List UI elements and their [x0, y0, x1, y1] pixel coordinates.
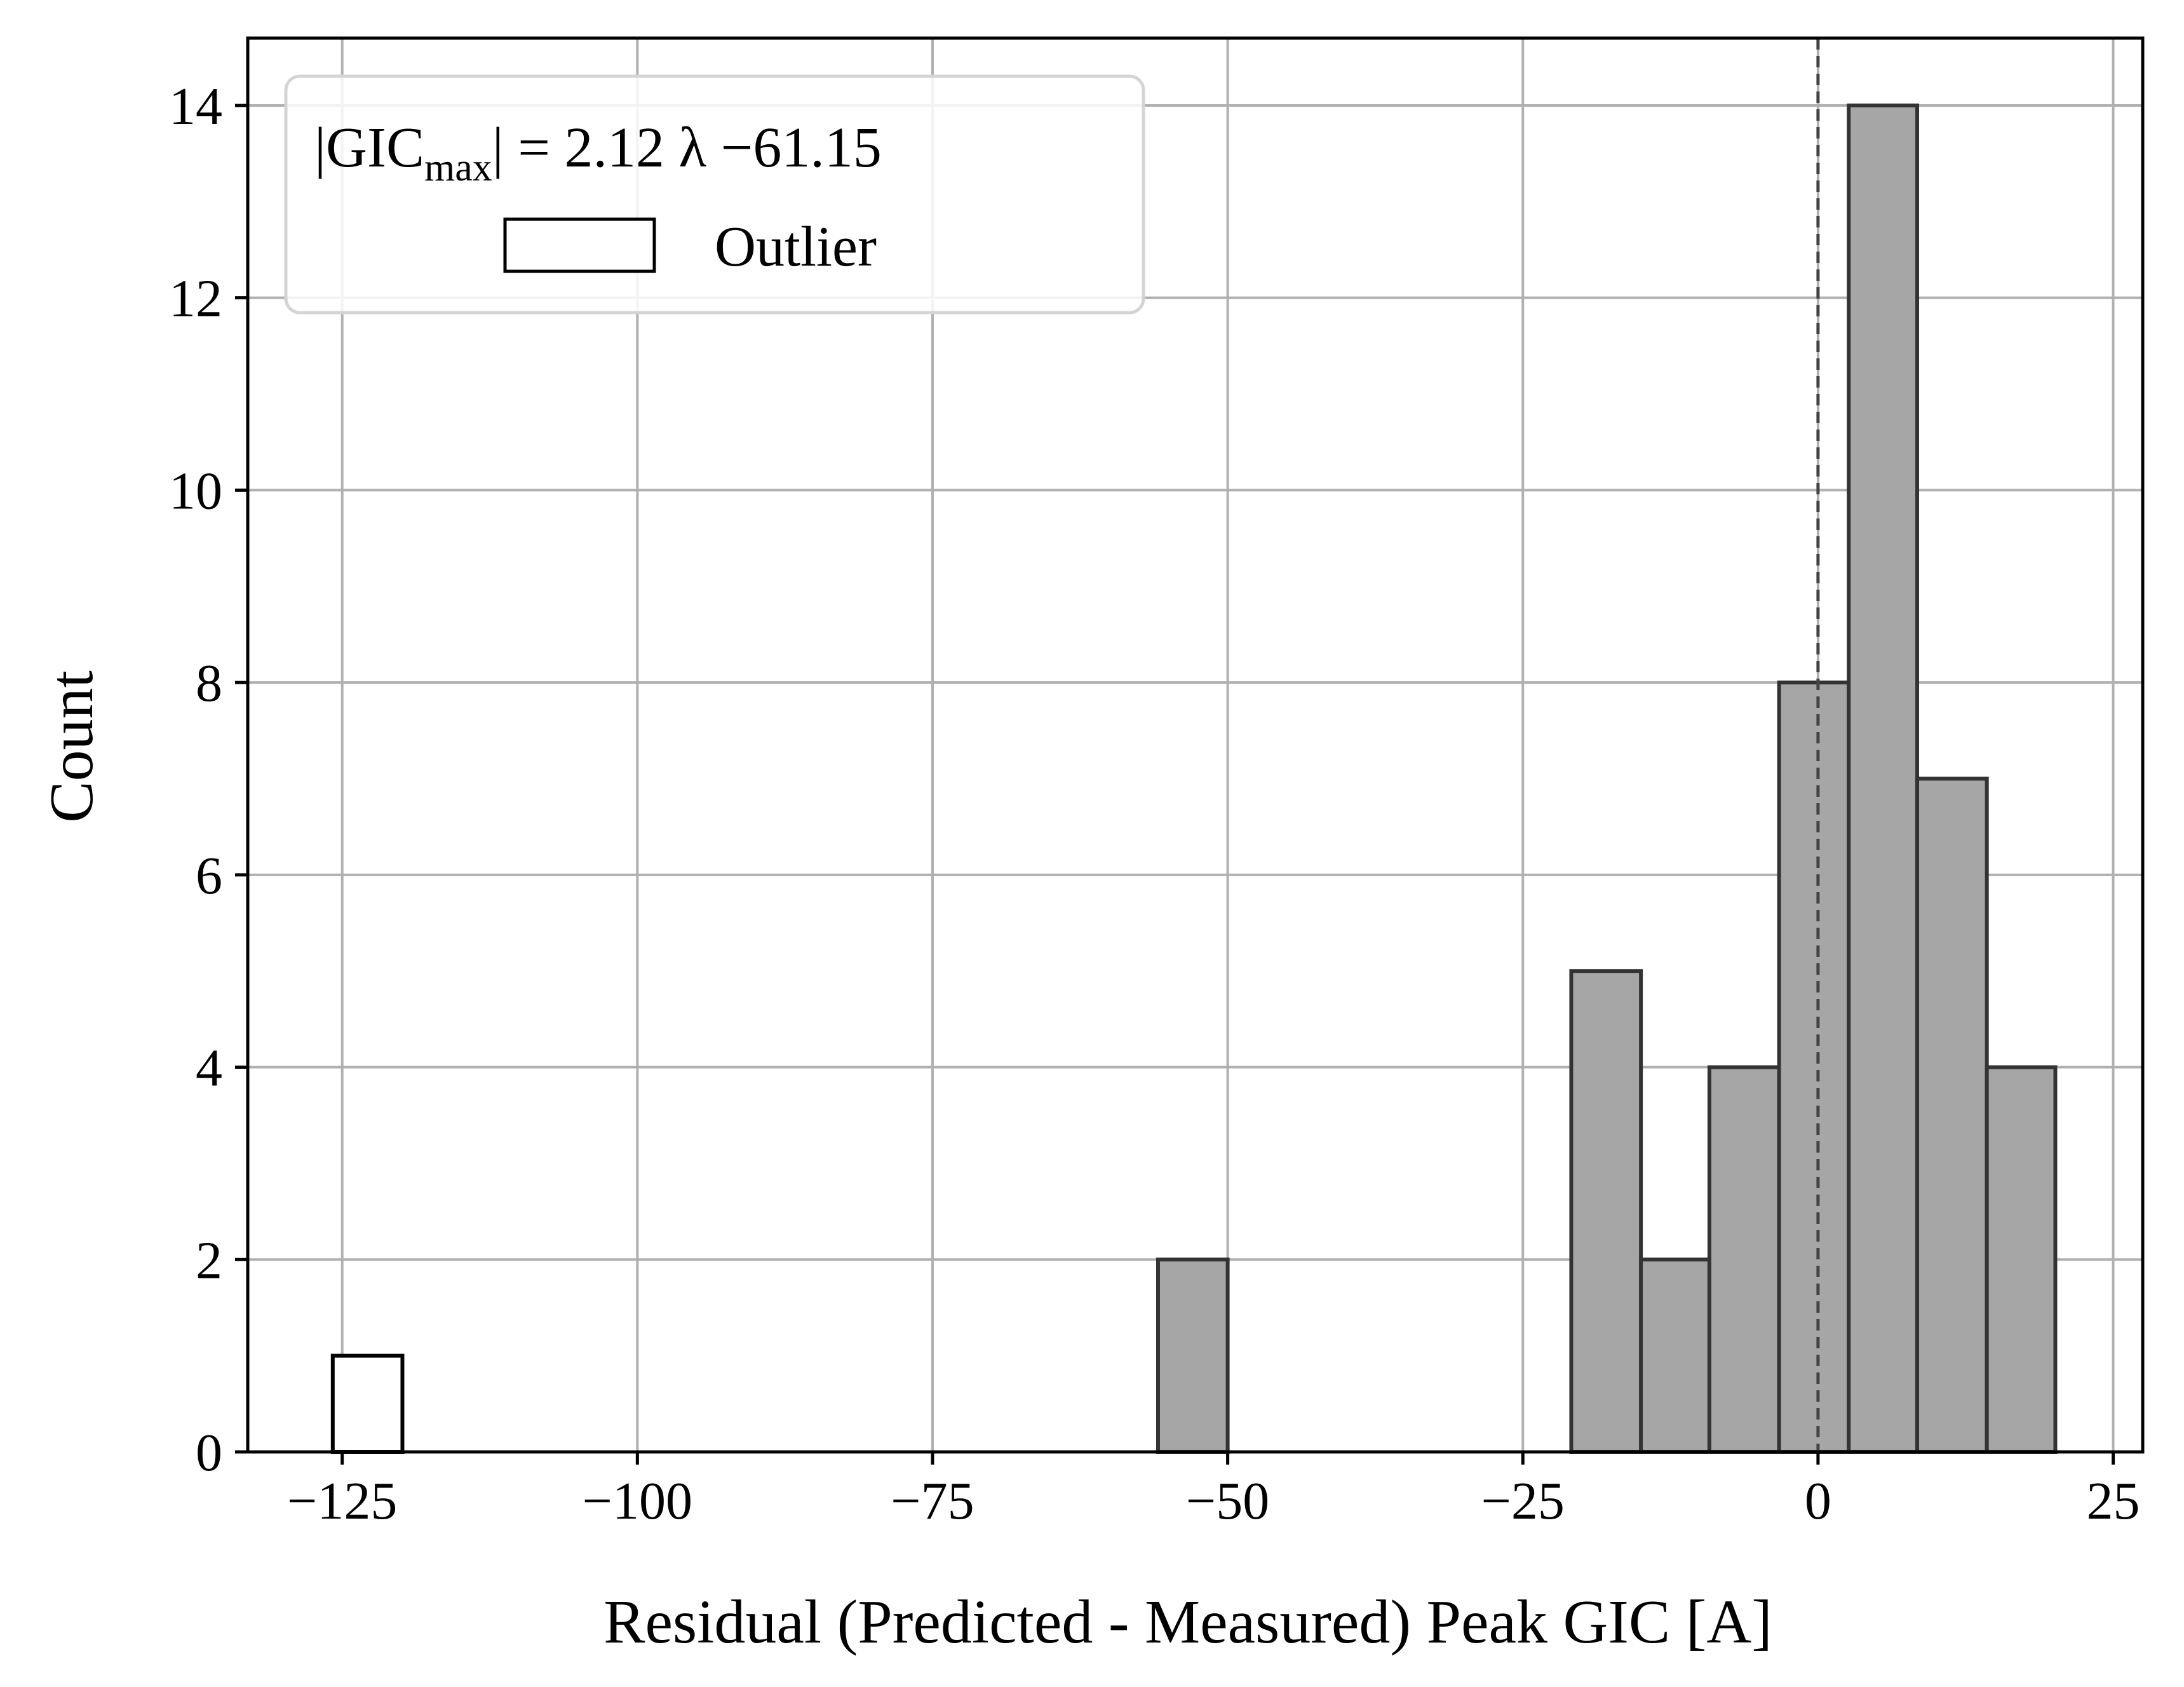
histogram-bar-0 [1156, 1257, 1230, 1454]
x-tick-label-3: −50 [1186, 1472, 1269, 1531]
x-tick-label-4: −25 [1481, 1472, 1565, 1531]
histogram-bar-3 [1707, 1065, 1781, 1454]
legend-outlier-swatch [503, 217, 656, 273]
y-tick-label-0: 0 [196, 1423, 222, 1482]
y-tick-label-1: 2 [196, 1231, 222, 1290]
legend-equation: |GICmax| = 2.12 λ −61.15 [314, 116, 882, 189]
y-tick-label-3: 6 [196, 846, 222, 905]
histogram-bar-1 [1569, 969, 1643, 1454]
x-tick-label-5: 0 [1805, 1472, 1831, 1531]
y-axis-title: Count [37, 670, 106, 823]
legend-equation-rhs: | = 2.12 λ −61.15 [492, 116, 882, 179]
histogram-bar-2 [1639, 1257, 1711, 1454]
legend: |GICmax| = 2.12 λ −61.15 Outlier [284, 74, 1145, 315]
tick-marks-and-labels: −125 −100 −75 −50 −25 0 25 0 2 4 6 8 10 12 14 [169, 77, 2140, 1531]
y-tick-label-7: 14 [169, 77, 222, 136]
x-tick-label-6: 25 [2087, 1472, 2140, 1531]
x-tick-label-1: −100 [583, 1472, 692, 1531]
outlier-bar-0 [330, 1353, 405, 1454]
legend-equation-subscript: max [424, 146, 492, 189]
histogram-bar-6 [1915, 776, 1989, 1454]
histogram-bar-5 [1847, 103, 1920, 1454]
x-tick-label-2: −75 [891, 1472, 974, 1531]
legend-equation-lhs: |GIC [314, 116, 424, 179]
y-tick-label-2: 4 [196, 1039, 222, 1098]
histogram-bars [330, 103, 2058, 1454]
y-tick-label-6: 12 [169, 269, 222, 329]
axes-frame [246, 36, 2145, 1454]
histogram-bar-4 [1777, 681, 1851, 1454]
legend-outlier-label: Outlier [715, 215, 877, 278]
plot-frame [246, 36, 2145, 1454]
y-tick-label-5: 10 [169, 461, 222, 520]
legend-box [284, 74, 1145, 315]
x-axis-title: Residual (Predicted - Measured) Peak GIC… [603, 1588, 1772, 1657]
y-tick-label-4: 8 [196, 654, 222, 713]
histogram-bar-7 [1985, 1065, 2058, 1454]
x-tick-label-0: −125 [287, 1472, 397, 1531]
